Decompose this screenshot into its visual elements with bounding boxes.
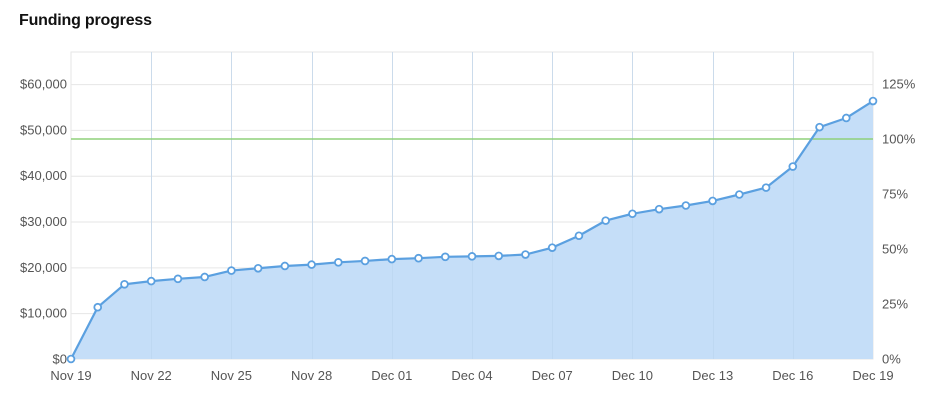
- x-tick-label: Nov 19: [50, 368, 91, 383]
- data-point: [227, 266, 236, 275]
- data-point: [146, 276, 156, 286]
- x-tick-label: Nov 28: [291, 368, 332, 383]
- y-right-tick-label: 0%: [882, 352, 901, 367]
- y-left-tick-label: $0: [53, 352, 67, 367]
- data-point: [440, 252, 450, 262]
- data-point: [200, 272, 209, 282]
- data-point: [387, 254, 397, 264]
- data-point: [547, 243, 557, 252]
- data-point: [120, 280, 129, 289]
- x-tick-label: Dec 13: [692, 368, 733, 383]
- data-point: [735, 190, 744, 199]
- y-left-tick-label: $60,000: [20, 77, 67, 92]
- data-point: [761, 183, 771, 192]
- x-tick-label: Dec 10: [612, 368, 653, 383]
- data-point: [841, 113, 851, 123]
- y-right-tick-label: 50%: [882, 242, 908, 257]
- data-point: [307, 260, 316, 269]
- data-point: [280, 261, 290, 271]
- x-tick-label: Nov 25: [211, 368, 252, 383]
- data-point: [467, 252, 477, 261]
- y-right-tick-label: 100%: [882, 132, 916, 147]
- data-point: [521, 250, 530, 259]
- y-left-tick-label: $30,000: [20, 214, 67, 229]
- x-tick-label: Dec 16: [772, 368, 813, 383]
- y-left-tick-label: $40,000: [20, 168, 67, 183]
- data-point: [574, 231, 584, 241]
- data-point: [253, 263, 263, 273]
- y-left-tick-label: $20,000: [20, 260, 67, 275]
- x-tick-label: Nov 22: [131, 368, 172, 383]
- x-tick-label: Dec 07: [532, 368, 573, 383]
- data-point: [868, 96, 878, 106]
- y-right-tick-label: 25%: [882, 297, 908, 312]
- data-point: [360, 256, 370, 266]
- data-point: [681, 201, 691, 210]
- data-point: [173, 274, 183, 284]
- data-point: [334, 258, 343, 267]
- data-point: [708, 196, 717, 206]
- data-point: [654, 204, 664, 214]
- x-tick-label: Dec 19: [852, 368, 893, 383]
- y-left-tick-label: $10,000: [20, 306, 67, 321]
- data-point: [66, 354, 76, 364]
- data-point: [494, 251, 504, 261]
- widget-title: Funding progress: [19, 12, 152, 29]
- data-point: [601, 216, 610, 225]
- data-point: [93, 302, 103, 312]
- funding-area: [71, 101, 873, 359]
- y-right-tick-label: 125%: [882, 77, 916, 92]
- x-tick-label: Dec 01: [371, 368, 412, 383]
- data-point: [628, 209, 637, 219]
- y-left-tick-label: $50,000: [20, 122, 67, 137]
- x-tick-label: Dec 04: [451, 368, 492, 383]
- data-point: [788, 162, 798, 171]
- data-point: [414, 253, 423, 263]
- data-point: [815, 122, 824, 132]
- y-right-tick-label: 75%: [882, 187, 908, 202]
